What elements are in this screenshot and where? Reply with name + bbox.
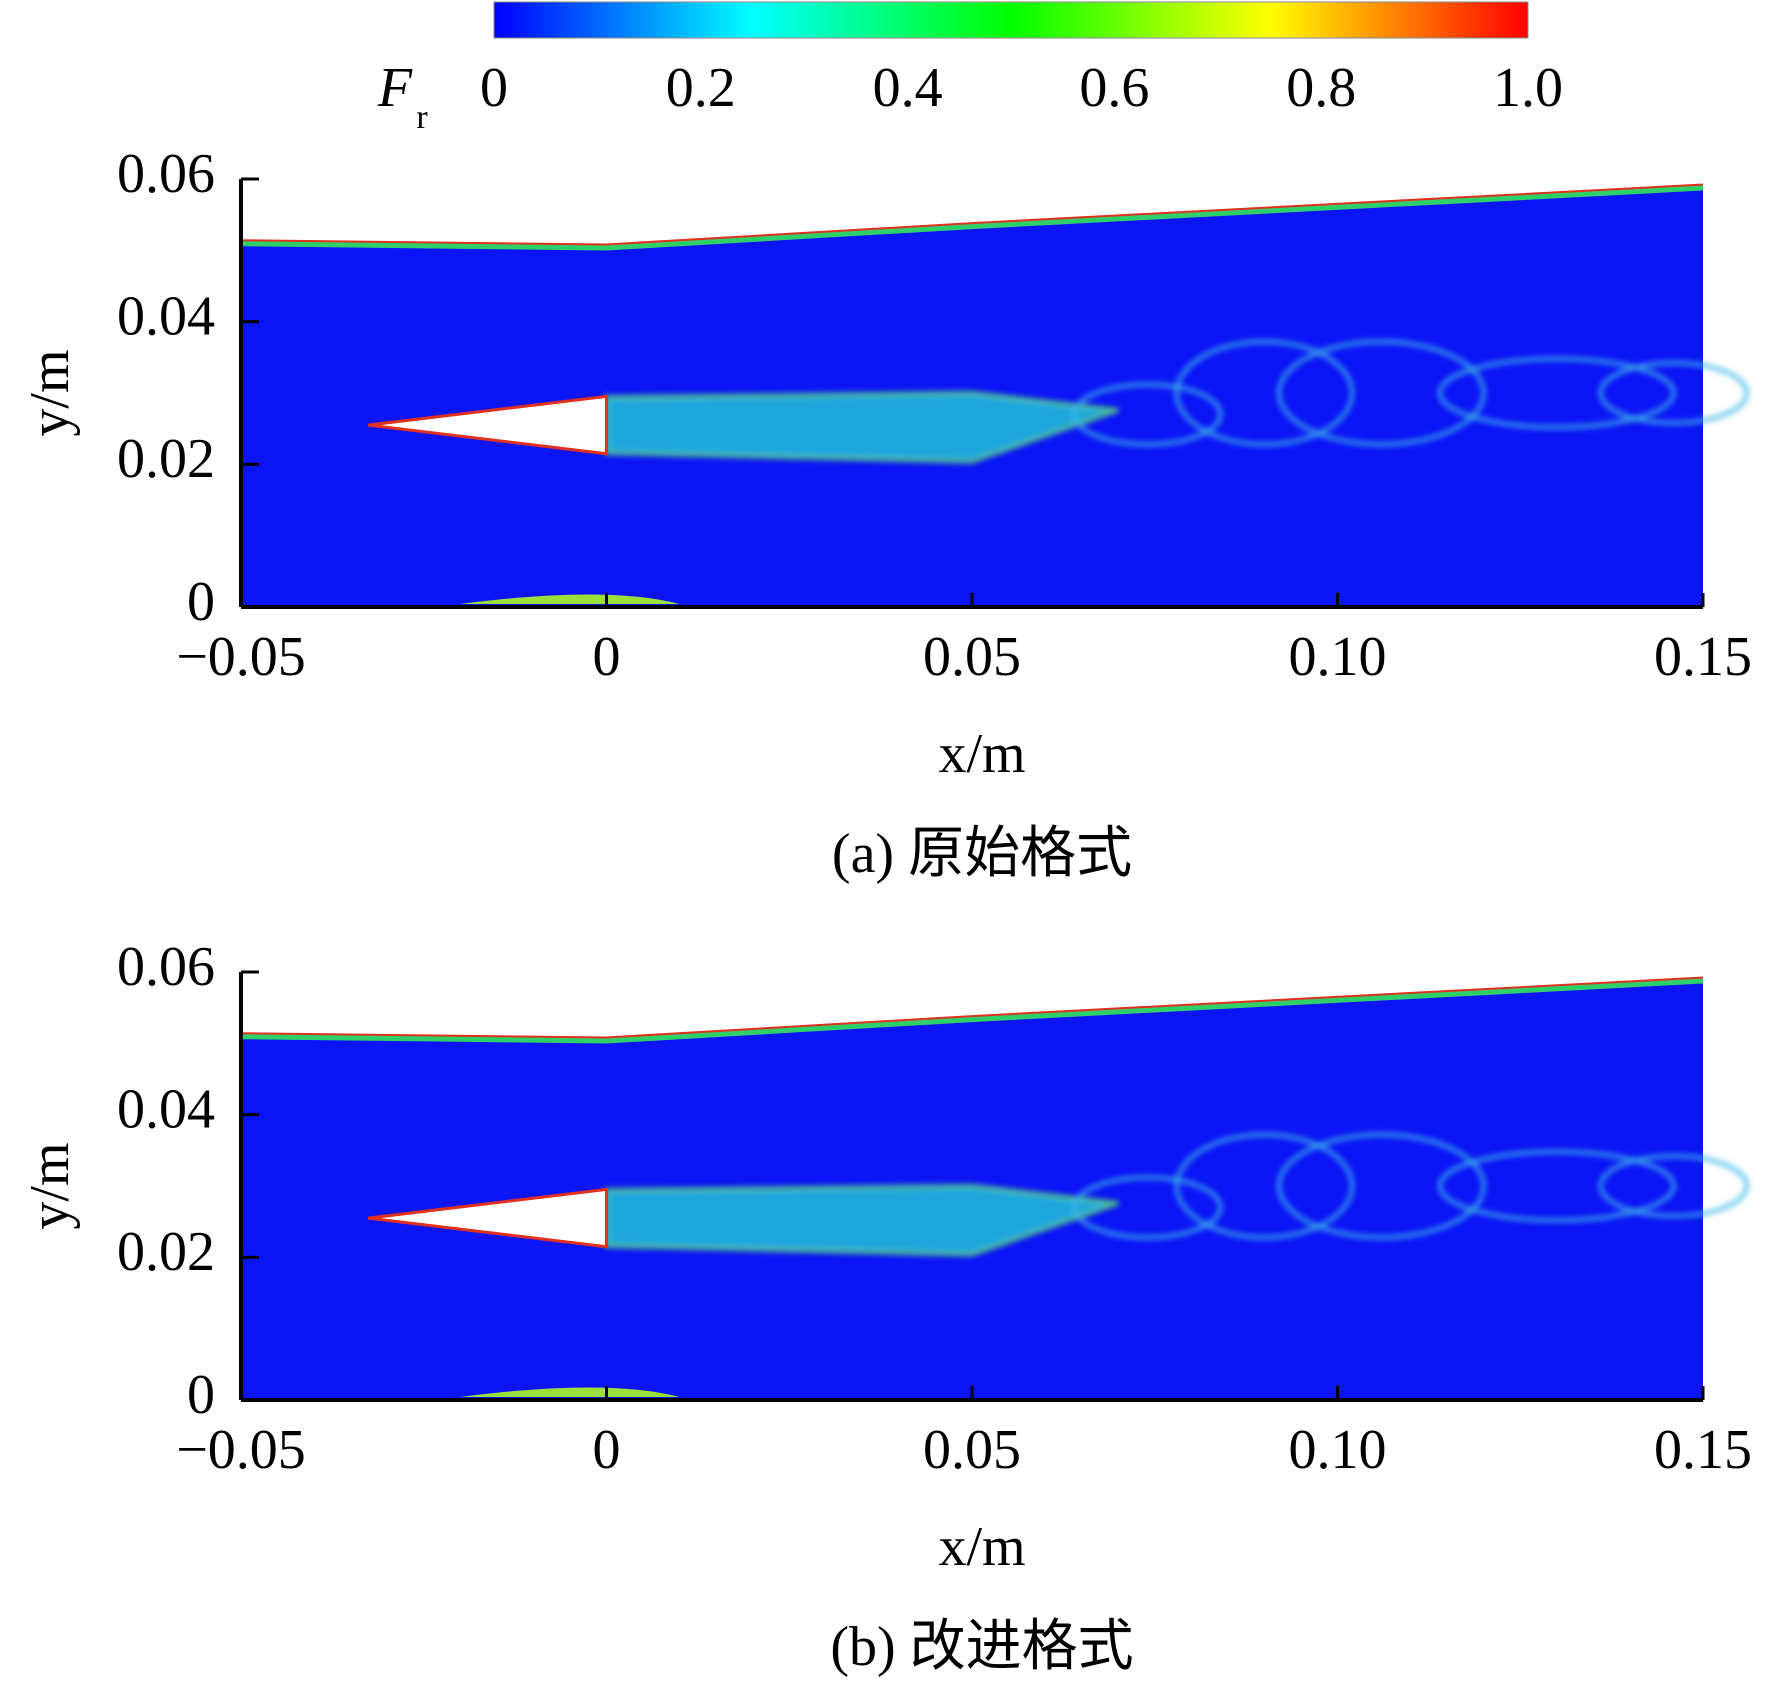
wake-eddy: [1276, 339, 1487, 447]
colorbar-label-subscript: r: [416, 99, 428, 136]
y-tick-label: 0: [187, 571, 215, 633]
x-tick-label: 0.10: [1289, 1419, 1387, 1481]
wake-eddy: [1437, 1149, 1677, 1223]
y-tick-label: 0.02: [117, 1221, 215, 1283]
wake-eddy: [1174, 1132, 1355, 1240]
x-axis-label: x/m: [938, 723, 1025, 785]
x-tick-label: −0.05: [176, 1419, 306, 1481]
colorbar: [493, 1, 1529, 39]
y-tick-label: 0: [187, 1364, 215, 1426]
y-tick-label: 0.04: [117, 1079, 215, 1141]
wake: [604, 339, 1750, 464]
contour-field: [240, 976, 1750, 1400]
wall-layer: [240, 184, 1704, 251]
wake-eddy: [1598, 1153, 1750, 1219]
colorbar-tick-label: 0.4: [873, 57, 943, 119]
x-tick-label: 0.05: [923, 626, 1021, 688]
wall-edge: [240, 183, 1704, 246]
x-tick-label: −0.05: [176, 626, 306, 688]
y-axis-label: y/m: [19, 1142, 81, 1229]
x-axis-label: x/m: [938, 1516, 1025, 1578]
wall-layer: [240, 977, 1704, 1044]
x-tick-label: 0: [593, 626, 621, 688]
wake-eddy: [1437, 356, 1677, 430]
wake-eddy: [1276, 1132, 1487, 1240]
colorbar-tick-label: 0.2: [666, 57, 736, 119]
y-axis-label: y/m: [19, 349, 81, 436]
caption: (b) 改进格式: [830, 1616, 1133, 1678]
wake-eddy: [1071, 1174, 1224, 1240]
x-tick-label: 0.15: [1654, 1419, 1752, 1481]
colorbar-tick-label: 1.0: [1493, 57, 1563, 119]
body: [368, 394, 608, 456]
y-tick-label: 0.02: [117, 428, 215, 490]
wake-eddy: [1598, 360, 1750, 426]
wake-eddy: [1174, 339, 1355, 447]
y-tick-label: 0.06: [117, 143, 215, 205]
y-tick-label: 0.06: [117, 936, 215, 998]
contour-field: [240, 183, 1750, 607]
x-tick-label: 0.05: [923, 1419, 1021, 1481]
bottom-layer: [460, 594, 680, 604]
wall-edge: [240, 976, 1704, 1039]
wake-eddy: [1071, 381, 1224, 447]
x-tick-label: 0.15: [1654, 626, 1752, 688]
y-tick-label: 0.04: [117, 286, 215, 348]
colorbar-label: F: [377, 57, 413, 119]
x-tick-label: 0: [593, 1419, 621, 1481]
colorbar-tick-label: 0.8: [1286, 57, 1356, 119]
x-tick-label: 0.10: [1289, 626, 1387, 688]
colorbar-tick-label: 0: [480, 57, 508, 119]
body: [368, 1187, 608, 1249]
colorbar-tick-label: 0.6: [1079, 57, 1149, 119]
caption: (a) 原始格式: [832, 823, 1132, 885]
bottom-layer: [460, 1387, 680, 1397]
